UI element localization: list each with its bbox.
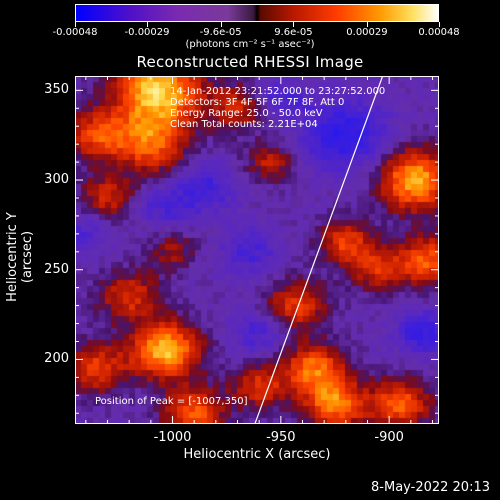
- footer-date: 8-May-2022 20:13: [371, 480, 490, 495]
- colorbar-tick: [147, 22, 149, 27]
- colorbar-tick-label: -9.6e-05: [199, 27, 242, 38]
- colorbar-unit-label: (photons cm⁻² s⁻¹ asec⁻²): [185, 39, 315, 50]
- colorbar-tick: [366, 22, 368, 27]
- chart-title: Reconstructed RHESSI Image: [136, 53, 364, 71]
- annotation-detectors: Detectors: 3F 4F 5F 6F 7F 8F, Att 0: [170, 97, 345, 108]
- colorbar-tick-label: 0.00048: [418, 27, 460, 38]
- colorbar-tick-label: 9.6e-05: [274, 27, 313, 38]
- colorbar-tick: [220, 22, 222, 27]
- x-axis-label: Heliocentric X (arcsec): [183, 447, 331, 462]
- colorbar: [75, 4, 439, 22]
- annotation-energy-range: Energy Range: 25.0 - 50.0 keV: [170, 108, 323, 119]
- colorbar-tick-label: 0.00029: [346, 27, 388, 38]
- plot-area: 14-Jan-2012 23:21:52.000 to 23:27:52.000…: [75, 76, 439, 424]
- x-tick-label: -1000: [153, 430, 192, 445]
- annotation-clean-counts: Clean Total counts: 2.21E+04: [170, 119, 318, 130]
- annotation-time-range: 14-Jan-2012 23:21:52.000 to 23:27:52.000: [170, 86, 386, 97]
- colorbar-tick-label: -0.00048: [52, 27, 98, 38]
- y-tick-label: 350: [44, 82, 69, 98]
- x-tick-label: -950: [266, 430, 296, 445]
- solar-limb-line: [254, 76, 384, 424]
- colorbar-tick: [293, 22, 295, 27]
- y-tick-label: 250: [44, 261, 69, 277]
- y-axis-label: Heliocentric Y (arcsec): [5, 212, 35, 302]
- x-tick-label: -900: [374, 430, 404, 445]
- annotation-peak-position: Position of Peak = [-1007,350]: [95, 396, 248, 407]
- heatmap-image: [75, 76, 439, 424]
- y-tick-label: 300: [44, 172, 69, 188]
- colorbar-tick-label: -0.00029: [124, 27, 170, 38]
- colorbar-tick: [75, 22, 76, 27]
- colorbar-tick: [439, 22, 440, 27]
- y-tick-label: 200: [44, 351, 69, 367]
